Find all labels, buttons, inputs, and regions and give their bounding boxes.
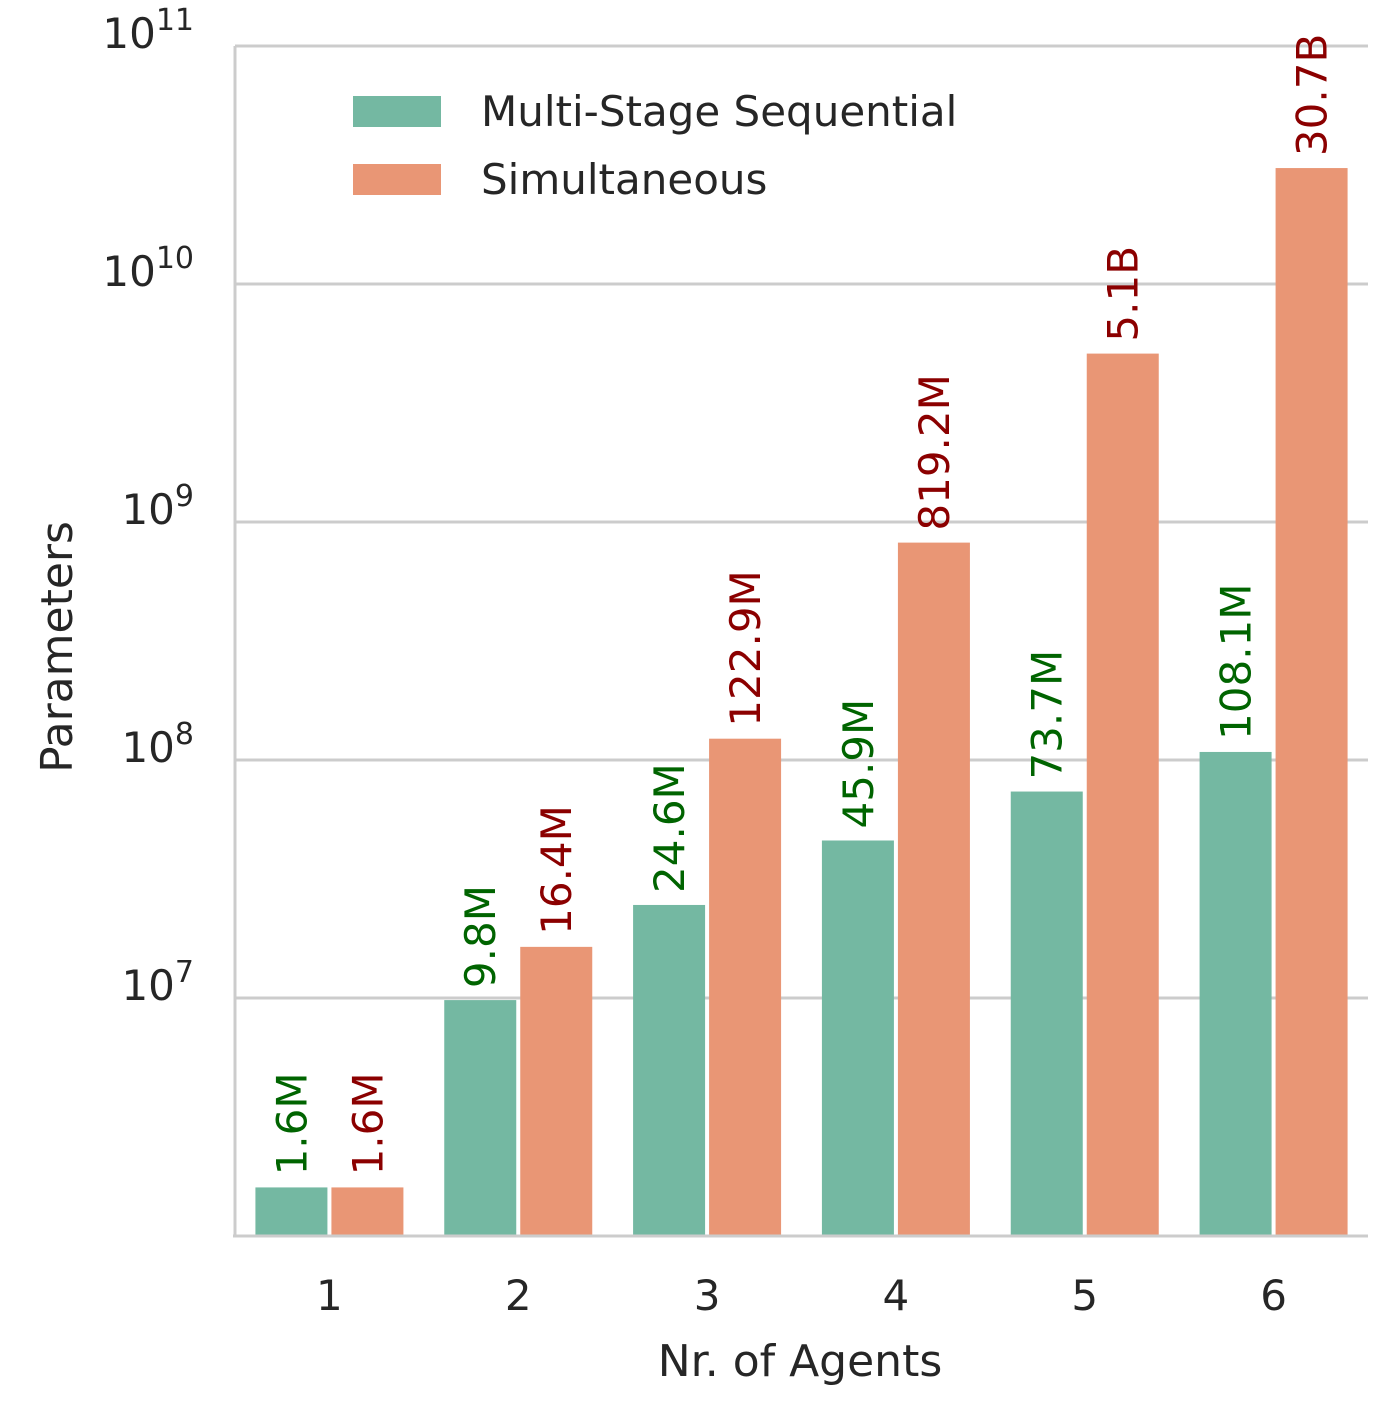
bar-value-label: 9.8M [456, 885, 505, 988]
x-tick-label: 4 [883, 1271, 910, 1320]
x-tick-label: 1 [316, 1271, 343, 1320]
bar-sequential [444, 1000, 517, 1236]
x-axis-label: Nr. of Agents [658, 1336, 943, 1387]
bar-simultaneous [897, 542, 970, 1236]
bar-value-label: 819.2M [910, 374, 959, 530]
bar-value-label: 45.9M [834, 699, 883, 829]
axes [233, 46, 1368, 1238]
bar-simultaneous [709, 738, 782, 1236]
bar-value-label: 5.1B [1099, 246, 1148, 342]
y-tick-label: 1010 [102, 241, 194, 296]
bar-simultaneous [1275, 168, 1348, 1237]
bar-value-label: 1.6M [343, 1072, 392, 1175]
legend-swatch [353, 164, 441, 195]
y-ticks: 107 108 109 1010 1011 [102, 3, 194, 1010]
x-tick-label: 5 [1071, 1271, 1098, 1320]
bar-value-label: 24.6M [645, 763, 694, 893]
legend-label: Simultaneous [481, 155, 767, 204]
bar-sequential [255, 1187, 328, 1236]
x-tick-label: 3 [694, 1271, 721, 1320]
bar-labels: 1.6M 1.6M 9.8M 16.4M 24.6M 122.9M 45.9M 819.2M 7… [267, 34, 1336, 1176]
bar-value-label: 1.6M [267, 1072, 316, 1175]
bar-simultaneous [331, 1187, 404, 1236]
bar-simultaneous [520, 946, 593, 1236]
bars [255, 168, 1348, 1237]
bar-value-label: 30.7B [1288, 34, 1337, 156]
bar-value-label: 16.4M [532, 805, 581, 935]
bar-value-label: 108.1M [1212, 583, 1261, 739]
legend: Multi-Stage Sequential Simultaneous [353, 87, 957, 204]
y-tick-label: 1011 [102, 3, 194, 58]
bar-simultaneous [1086, 353, 1159, 1237]
x-ticks: 1 2 3 4 5 6 [316, 1271, 1287, 1320]
y-tick-label: 108 [121, 717, 194, 772]
legend-swatch [353, 96, 441, 127]
bar-sequential [633, 904, 706, 1236]
y-tick-label: 107 [121, 955, 194, 1010]
bar-sequential [821, 840, 894, 1236]
y-tick-label: 109 [121, 479, 194, 534]
gridlines [235, 44, 1368, 1000]
bar-sequential [1010, 791, 1083, 1236]
x-tick-label: 2 [505, 1271, 532, 1320]
bar-sequential [1199, 751, 1272, 1236]
bar-value-label: 73.7M [1023, 650, 1072, 780]
bar-value-label: 122.9M [721, 570, 770, 726]
legend-label: Multi-Stage Sequential [481, 87, 957, 136]
x-tick-label: 6 [1260, 1271, 1287, 1320]
y-axis-label: Parameters [32, 521, 83, 773]
